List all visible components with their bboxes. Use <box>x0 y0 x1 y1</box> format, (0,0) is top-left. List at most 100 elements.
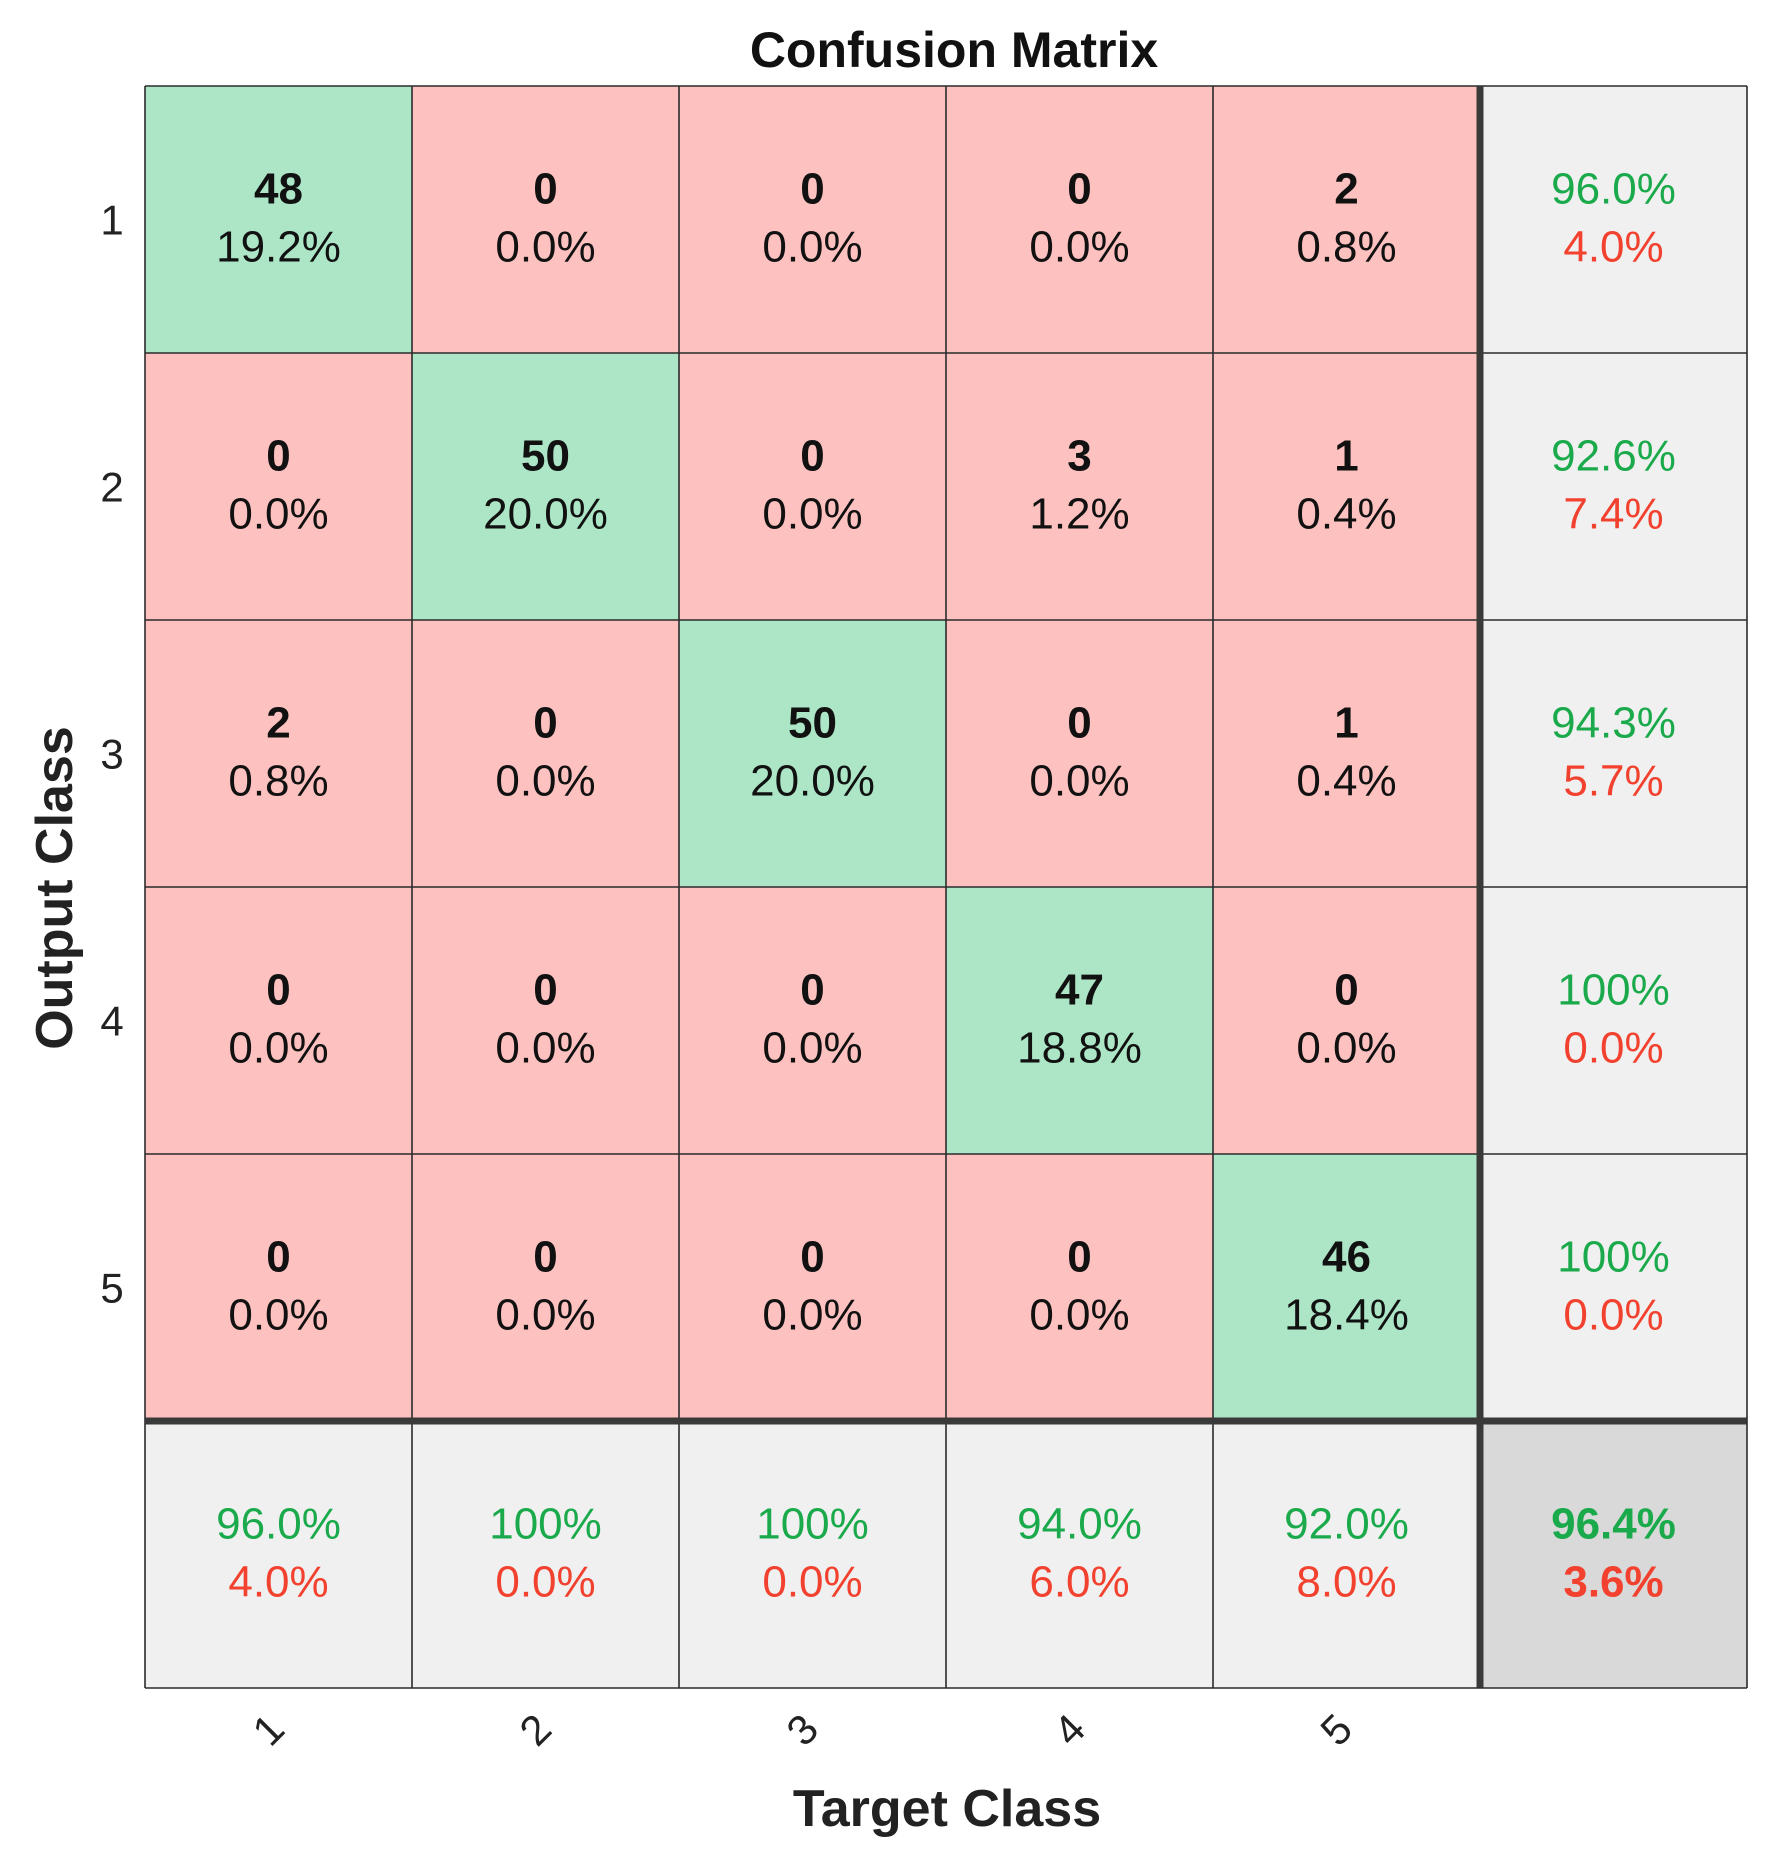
matrix-cell-bg <box>1213 86 1480 353</box>
cell-count: 1 <box>1334 699 1358 748</box>
cell-percent: 0.8% <box>1296 223 1396 272</box>
y-axis-label: Output Class <box>26 726 84 1050</box>
cell-percent: 0.0% <box>228 490 328 539</box>
matrix-cell: 48 19.2% <box>145 86 412 353</box>
column-summary-cell-bg <box>412 1421 679 1688</box>
summary-error: 4.0% <box>228 1558 328 1607</box>
matrix-cell: 50 20.0% <box>679 620 946 887</box>
matrix-cell: 0 0.0% <box>946 1154 1213 1421</box>
matrix-cell: 0 0.0% <box>679 1154 946 1421</box>
column-summary-cell: 100% 0.0% <box>679 1421 946 1688</box>
matrix-cell-bg <box>145 620 412 887</box>
row-summary-cell: 100% 0.0% <box>1480 1154 1747 1421</box>
summary-correct: 94.0% <box>1017 1500 1142 1549</box>
cell-percent: 19.2% <box>216 223 341 272</box>
matrix-cell-bg <box>145 1154 412 1421</box>
x-tick-label: 2 <box>510 1705 560 1755</box>
matrix-cell-bg <box>412 620 679 887</box>
cell-count: 3 <box>1067 432 1091 481</box>
row-summary-cell: 92.6% 7.4% <box>1480 353 1747 620</box>
cell-count: 0 <box>800 165 824 214</box>
matrix-cell-bg <box>145 353 412 620</box>
cell-count: 50 <box>521 432 570 481</box>
cell-count: 0 <box>533 699 557 748</box>
column-summary-cell-bg <box>679 1421 946 1688</box>
matrix-cell: 0 0.0% <box>679 86 946 353</box>
matrix-cell: 1 0.4% <box>1213 353 1480 620</box>
cell-percent: 0.0% <box>762 490 862 539</box>
matrix-cell: 0 0.0% <box>145 353 412 620</box>
matrix-cell-bg <box>412 353 679 620</box>
matrix-cell-bg <box>1213 1154 1480 1421</box>
y-tick-label: 4 <box>100 998 123 1045</box>
matrix-cell-bg <box>1213 887 1480 1154</box>
x-tick-label: 5 <box>1311 1705 1361 1755</box>
cell-percent: 0.8% <box>228 757 328 806</box>
cell-percent: 0.0% <box>495 1291 595 1340</box>
y-tick-label: 2 <box>100 464 123 511</box>
x-tick-label: 1 <box>243 1705 293 1755</box>
cell-percent: 0.0% <box>1296 1024 1396 1073</box>
cell-percent: 0.0% <box>1029 223 1129 272</box>
matrix-cell: 0 0.0% <box>412 86 679 353</box>
row-summary-cell-bg <box>1480 86 1747 353</box>
matrix-cell: 0 0.0% <box>1213 887 1480 1154</box>
cell-percent: 0.0% <box>762 1291 862 1340</box>
cell-count: 0 <box>800 1233 824 1282</box>
cell-count: 0 <box>800 432 824 481</box>
cell-count: 0 <box>1067 165 1091 214</box>
cell-count: 0 <box>266 966 290 1015</box>
summary-correct: 96.0% <box>216 1500 341 1549</box>
summary-error: 7.4% <box>1563 490 1663 539</box>
matrix-cell-bg <box>679 353 946 620</box>
matrix-cell-bg <box>946 620 1213 887</box>
matrix-cell: 2 0.8% <box>145 620 412 887</box>
matrix-cell: 0 0.0% <box>679 887 946 1154</box>
cell-count: 50 <box>788 699 837 748</box>
row-summary-cell-bg <box>1480 620 1747 887</box>
cell-percent: 18.8% <box>1017 1024 1142 1073</box>
matrix-cell-bg <box>679 86 946 353</box>
summary-correct: 100% <box>1557 1233 1670 1282</box>
summary-correct: 96.0% <box>1551 165 1676 214</box>
matrix-cell-bg <box>679 1154 946 1421</box>
column-summary-cell: 92.0% 8.0% <box>1213 1421 1480 1688</box>
matrix-cell: 0 0.0% <box>145 1154 412 1421</box>
cell-percent: 0.4% <box>1296 490 1396 539</box>
cell-count: 0 <box>533 1233 557 1282</box>
summary-error: 8.0% <box>1296 1558 1396 1607</box>
cell-percent: 0.0% <box>495 1024 595 1073</box>
column-summary-cell: 96.0% 4.0% <box>145 1421 412 1688</box>
cell-count: 0 <box>1334 966 1358 1015</box>
matrix-cell: 0 0.0% <box>946 620 1213 887</box>
column-summary-cell: 100% 0.0% <box>412 1421 679 1688</box>
x-axis-label: Target Class <box>793 1780 1101 1838</box>
cell-count: 0 <box>533 966 557 1015</box>
summary-correct: 94.3% <box>1551 699 1676 748</box>
matrix-cell: 3 1.2% <box>946 353 1213 620</box>
matrix-cell-bg <box>1213 620 1480 887</box>
cell-percent: 0.0% <box>762 223 862 272</box>
matrix-cell: 2 0.8% <box>1213 86 1480 353</box>
matrix-cell: 0 0.0% <box>946 86 1213 353</box>
matrix-cell-bg <box>679 887 946 1154</box>
cell-percent: 0.0% <box>495 223 595 272</box>
matrix-cell: 0 0.0% <box>412 1154 679 1421</box>
summary-correct: 92.6% <box>1551 432 1676 481</box>
cell-percent: 0.0% <box>228 1291 328 1340</box>
cell-count: 0 <box>266 1233 290 1282</box>
matrix-cell-bg <box>145 887 412 1154</box>
matrix-cell-bg <box>1213 353 1480 620</box>
cell-count: 1 <box>1334 432 1358 481</box>
cell-count: 2 <box>1334 165 1358 214</box>
x-tick-label: 4 <box>1044 1705 1094 1755</box>
cell-count: 0 <box>533 165 557 214</box>
matrix-cell-bg <box>946 353 1213 620</box>
y-tick-label: 3 <box>100 731 123 778</box>
summary-error: 5.7% <box>1563 757 1663 806</box>
cell-percent: 18.4% <box>1284 1291 1409 1340</box>
row-summary-cell-bg <box>1480 887 1747 1154</box>
matrix-cell-bg <box>412 86 679 353</box>
matrix-cell: 1 0.4% <box>1213 620 1480 887</box>
overall-cell-bg <box>1480 1421 1747 1688</box>
